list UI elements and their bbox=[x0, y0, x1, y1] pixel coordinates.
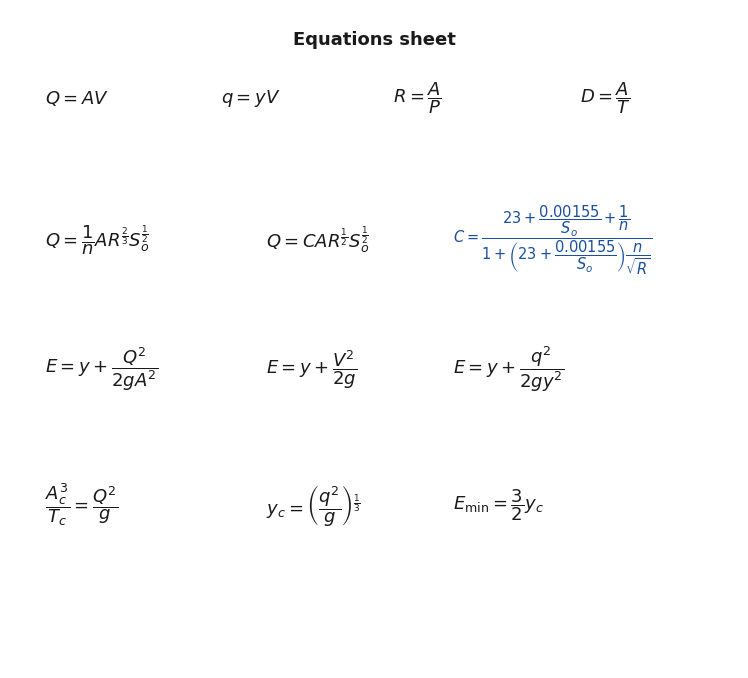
Text: Equations sheet: Equations sheet bbox=[292, 31, 456, 49]
Text: $E = y + \dfrac{V^2}{2g}$: $E = y + \dfrac{V^2}{2g}$ bbox=[266, 348, 357, 391]
Text: $E_{\min} = \dfrac{3}{2}y_c$: $E_{\min} = \dfrac{3}{2}y_c$ bbox=[453, 487, 543, 523]
Text: $D = \dfrac{A}{T}$: $D = \dfrac{A}{T}$ bbox=[580, 81, 631, 116]
Text: $Q = CAR^{\frac{1}{2}}S_o^{\frac{1}{2}}$: $Q = CAR^{\frac{1}{2}}S_o^{\frac{1}{2}}$ bbox=[266, 225, 369, 256]
Text: $E = y + \dfrac{Q^2}{2gA^2}$: $E = y + \dfrac{Q^2}{2gA^2}$ bbox=[45, 346, 158, 393]
Text: $\dfrac{A_c^3}{T_c} = \dfrac{Q^2}{g}$: $\dfrac{A_c^3}{T_c} = \dfrac{Q^2}{g}$ bbox=[45, 482, 118, 528]
Text: $C = \dfrac{23 + \dfrac{0.00155}{S_o} + \dfrac{1}{n}}{1 + \left(23 + \dfrac{0.00: $C = \dfrac{23 + \dfrac{0.00155}{S_o} + … bbox=[453, 204, 652, 277]
Text: $q = yV$: $q = yV$ bbox=[221, 88, 280, 108]
Text: $y_c = \left(\dfrac{q^2}{g}\right)^{\frac{1}{3}}$: $y_c = \left(\dfrac{q^2}{g}\right)^{\fra… bbox=[266, 483, 361, 527]
Text: $Q = \dfrac{1}{n}AR^{\frac{2}{3}}S_o^{\frac{1}{2}}$: $Q = \dfrac{1}{n}AR^{\frac{2}{3}}S_o^{\f… bbox=[45, 224, 149, 258]
Text: $Q = AV$: $Q = AV$ bbox=[45, 89, 108, 108]
Text: $E = y + \dfrac{q^2}{2gy^2}$: $E = y + \dfrac{q^2}{2gy^2}$ bbox=[453, 344, 564, 395]
Text: $R = \dfrac{A}{P}$: $R = \dfrac{A}{P}$ bbox=[393, 81, 441, 116]
